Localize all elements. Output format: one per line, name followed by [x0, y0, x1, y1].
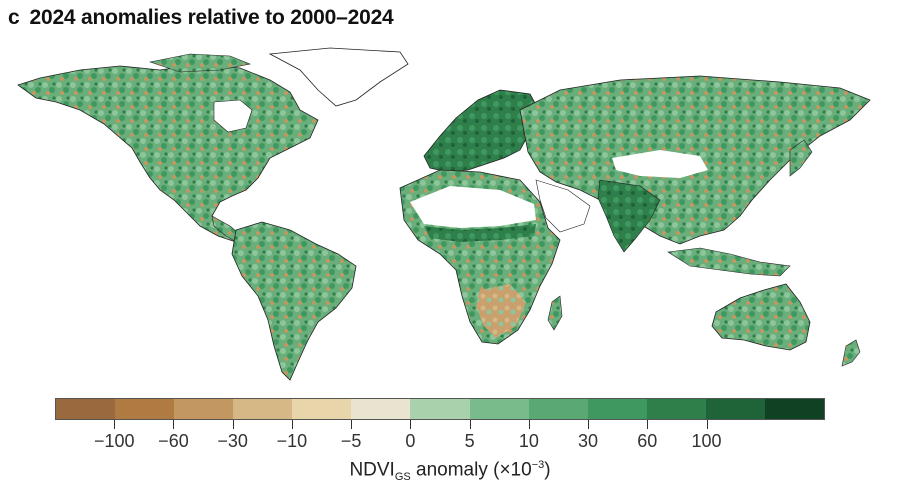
panel-letter: c — [8, 6, 20, 29]
legend-tick-label: −100 — [93, 431, 135, 451]
legend-swatch — [233, 399, 293, 419]
legend-swatch — [528, 399, 588, 419]
legend-tick — [114, 420, 116, 429]
legend-tick — [291, 420, 293, 429]
legend-swatch — [410, 399, 470, 419]
title-text: 2024 anomalies relative to 2000–2024 — [29, 6, 394, 29]
legend-tick-label: −60 — [158, 431, 189, 451]
legend-tick — [351, 420, 353, 429]
axis-label-subscript: GS — [394, 471, 411, 484]
arabia — [535, 179, 591, 233]
legend-tick-label: 10 — [518, 431, 539, 451]
axis-label-rest: anomaly (×10 — [410, 459, 532, 481]
legend-swatch — [705, 399, 765, 419]
world-map — [17, 47, 871, 381]
legend-tick-labels: −100 −60 −30 −10 −5 0 5 10 30 60 100 — [55, 431, 825, 453]
maritime-southeast-asia — [667, 247, 791, 277]
hudson-bay — [213, 99, 253, 133]
new-zealand — [841, 339, 861, 367]
legend-swatch — [292, 399, 352, 419]
madagascar — [547, 295, 563, 331]
axis-label-superscript: −3 — [531, 459, 545, 471]
southern-africa-dry — [476, 284, 526, 338]
sahara-no-data — [410, 186, 536, 228]
legend-tick-label: 0 — [405, 431, 416, 451]
japan — [789, 139, 813, 177]
legend-tick — [647, 420, 649, 429]
legend-tick — [469, 420, 471, 429]
axis-label-close: ) — [544, 459, 551, 481]
legend-swatch — [115, 399, 175, 419]
legend-tick — [173, 420, 175, 429]
greenland — [268, 47, 409, 107]
legend-swatch — [174, 399, 234, 419]
legend-tick-label: −10 — [276, 431, 308, 451]
arctic-islands — [148, 53, 252, 73]
legend-tick-label: 60 — [637, 431, 658, 451]
legend-tick — [706, 420, 708, 429]
figure-title: c 2024 anomalies relative to 2000–2024 — [8, 6, 394, 30]
legend-axis-label: NDVIGS anomaly (×10−3) — [0, 459, 900, 483]
axis-label-main: NDVI — [349, 459, 395, 481]
legend-tick-label: 5 — [464, 431, 475, 451]
north-america — [17, 63, 319, 247]
legend-tick-label: 100 — [691, 431, 722, 451]
legend-tick — [588, 420, 590, 429]
south-america — [231, 221, 357, 381]
legend-tick — [410, 420, 412, 429]
legend-swatch — [587, 399, 647, 419]
legend-colorbar — [55, 398, 825, 420]
asia-no-data — [612, 150, 708, 178]
india — [597, 179, 661, 253]
legend-tick-label: −5 — [340, 431, 362, 451]
sahel-band — [424, 224, 536, 242]
legend-swatch — [646, 399, 706, 419]
legend-swatch — [764, 399, 825, 419]
legend-swatch — [469, 399, 529, 419]
australia — [711, 283, 811, 351]
legend-tick-label: −30 — [217, 431, 248, 451]
legend-ticks — [55, 420, 825, 434]
legend-swatch — [56, 399, 116, 419]
legend-tick — [232, 420, 234, 429]
legend-tick-label: 30 — [578, 431, 599, 451]
legend-swatch — [351, 399, 411, 419]
legend-tick — [528, 420, 530, 429]
europe — [423, 89, 541, 173]
